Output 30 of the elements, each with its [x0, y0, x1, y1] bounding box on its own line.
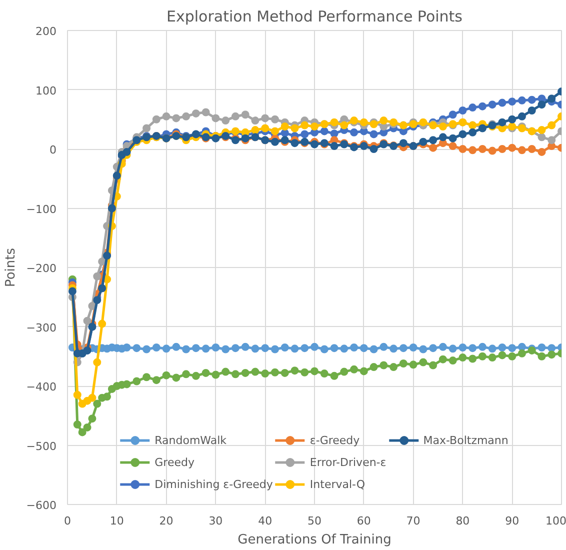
- chart-title: Exploration Method Performance Points: [166, 8, 463, 26]
- legend-label: Greedy: [154, 456, 194, 468]
- x-axis-title: Generations Of Training: [238, 532, 392, 548]
- x-tick-label: 80: [456, 514, 470, 528]
- y-tick-label: 200: [36, 25, 57, 38]
- y-tick-label: −100: [26, 202, 57, 216]
- legend-label: ε-Greedy: [310, 434, 360, 446]
- legend-label: RandomWalk: [154, 434, 227, 446]
- y-tick-label: −200: [26, 262, 57, 275]
- x-tick-label: 70: [406, 514, 420, 528]
- x-tick-label: 0: [64, 514, 71, 528]
- legend-label: Interval-Q: [310, 478, 366, 490]
- legend-label: Error-Driven-ε: [310, 456, 386, 468]
- y-tick-label: 0: [50, 144, 56, 156]
- legend-label: Diminishing ε-Greedy: [154, 478, 273, 490]
- x-tick-label: 90: [505, 514, 520, 528]
- y-tick-label: −600: [26, 499, 57, 512]
- y-tick-label: 100: [36, 84, 57, 98]
- x-tick-label: 60: [356, 514, 371, 528]
- x-tick-label: 50: [308, 514, 322, 528]
- y-tick-label: −400: [26, 380, 57, 394]
- x-tick-label: 40: [258, 514, 272, 528]
- x-tick-label: 10: [110, 514, 124, 528]
- x-tick-label: 100: [546, 514, 566, 528]
- y-tick-label: −300: [26, 321, 57, 334]
- legend-label: Max-Boltzmann: [423, 434, 508, 446]
- x-tick-label: 20: [159, 514, 174, 528]
- y-tick-label: −500: [26, 440, 57, 453]
- y-axis-title: Points: [3, 248, 18, 288]
- x-tick-label: 30: [208, 514, 223, 528]
